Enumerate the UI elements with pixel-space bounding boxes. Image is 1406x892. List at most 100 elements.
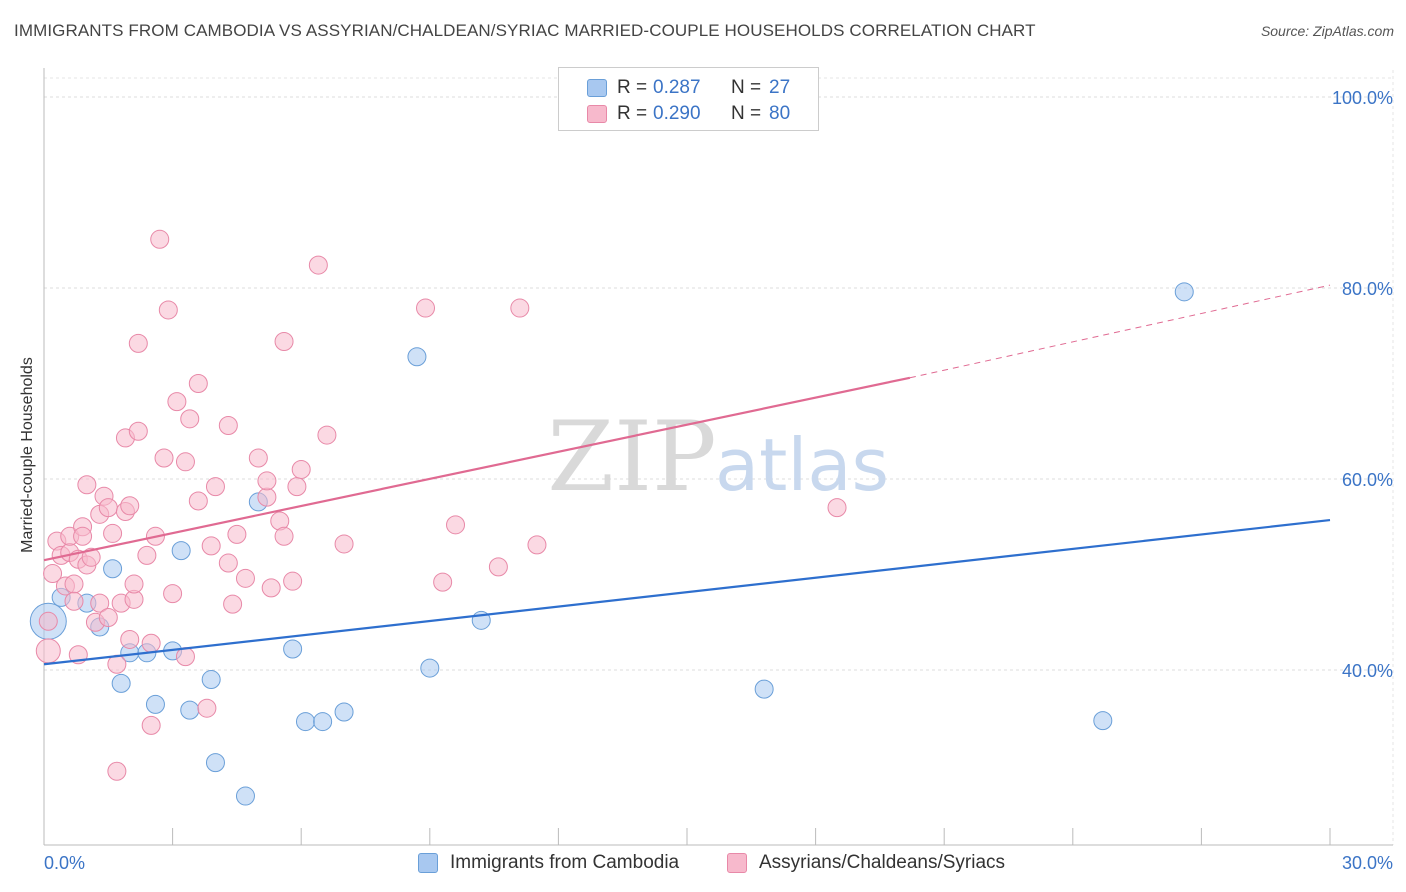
point-assyrian [248, 448, 268, 468]
point-cambodia [1093, 711, 1113, 731]
point-assyrian [64, 591, 84, 611]
trend-line-dashed-assyrian [909, 284, 1331, 379]
legend-n-label: N = [731, 77, 762, 98]
watermark-zip: ZIP [547, 401, 716, 513]
point-assyrian [218, 416, 238, 436]
point-assyrian [510, 298, 530, 318]
source-label: Source: ZipAtlas.com [1260, 23, 1394, 39]
trend-lines [43, 284, 1331, 666]
point-assyrian [73, 526, 93, 546]
point-assyrian [107, 761, 127, 781]
point-assyrian [90, 593, 110, 613]
point-assyrian [446, 515, 466, 535]
point-cambodia [171, 541, 191, 561]
point-assyrian [188, 491, 208, 511]
point-assyrian [180, 409, 200, 429]
y-tick-label: 60.0% [1342, 470, 1393, 490]
point-cambodia [283, 639, 303, 659]
trend-line-cambodia [43, 518, 1331, 666]
legend-r-label: R = [617, 103, 648, 124]
point-assyrian [283, 571, 303, 591]
point-assyrian [141, 633, 161, 653]
point-assyrian [98, 607, 118, 627]
point-assyrian [201, 536, 221, 556]
legend-r-value: 0.290 [653, 103, 701, 124]
stats-legend: R = 0.287 N = 27 R = 0.290 N = 80 [558, 67, 819, 131]
point-assyrian [107, 654, 127, 674]
watermark-atlas: atlas [715, 423, 889, 507]
y-tick-label: 40.0% [1342, 661, 1393, 681]
point-assyrian [227, 524, 247, 544]
point-assyrian [488, 557, 508, 577]
bottom-legend-label-assyrian: Assyrians/Chaldeans/Syriacs [759, 852, 1006, 873]
point-assyrian [158, 300, 178, 320]
point-assyrian [223, 594, 243, 614]
point-assyrian [150, 229, 170, 249]
point-assyrian [128, 421, 148, 441]
legend-swatch-assyrian [587, 105, 607, 123]
point-assyrian [103, 523, 123, 543]
tick-labels: 100.0% 80.0% 60.0% 40.0% 0.0% 30.0% [44, 88, 1393, 873]
point-assyrian [257, 487, 277, 507]
chart-title: IMMIGRANTS FROM CAMBODIA VS ASSYRIAN/CHA… [14, 21, 1036, 40]
legend-n-value: 80 [769, 103, 791, 124]
point-assyrian [274, 526, 294, 546]
point-cambodia [145, 694, 165, 714]
bottom-legend-swatch-assyrian [727, 853, 747, 873]
legend-swatch-cambodia [587, 79, 607, 97]
point-assyrian [827, 498, 847, 518]
point-assyrian [35, 638, 61, 664]
watermark: ZIP atlas [547, 401, 889, 513]
point-assyrian [287, 477, 307, 497]
point-assyrian [98, 498, 118, 518]
point-assyrian [218, 553, 238, 573]
point-assyrian [257, 471, 277, 491]
point-assyrian [167, 392, 187, 412]
data-points [29, 229, 1194, 806]
legend-r-value: 0.287 [653, 77, 701, 98]
point-assyrian [317, 425, 337, 445]
point-assyrian [137, 545, 157, 565]
x-tick-label: 0.0% [44, 853, 85, 873]
bottom-legend-swatch-cambodia [418, 853, 438, 873]
point-cambodia [180, 700, 200, 720]
point-assyrian [197, 698, 217, 718]
bottom-legend-label-cambodia: Immigrants from Cambodia [450, 852, 680, 873]
point-cambodia [295, 712, 315, 732]
point-assyrian [64, 574, 84, 594]
point-assyrian [235, 568, 255, 588]
legend-n-label: N = [731, 103, 762, 124]
point-assyrian [38, 611, 58, 631]
point-assyrian [261, 578, 281, 598]
point-cambodia [205, 753, 225, 773]
point-cambodia [754, 679, 774, 699]
point-assyrian [128, 333, 148, 353]
point-assyrian [77, 475, 97, 495]
point-cambodia [407, 347, 427, 367]
point-cambodia [111, 673, 131, 693]
point-assyrian [205, 477, 225, 497]
point-assyrian [124, 574, 144, 594]
point-assyrian [163, 584, 183, 604]
point-assyrian [416, 298, 436, 318]
point-assyrian [188, 374, 208, 393]
point-assyrian [433, 572, 453, 592]
point-assyrian [81, 547, 101, 567]
point-assyrian [120, 629, 140, 649]
point-cambodia [235, 786, 255, 806]
point-cambodia [1174, 282, 1194, 302]
point-cambodia [313, 712, 333, 732]
point-assyrian [308, 255, 328, 275]
point-cambodia [420, 658, 440, 678]
x-tick-label: 30.0% [1342, 853, 1393, 873]
point-cambodia [201, 670, 221, 690]
point-assyrian [334, 534, 354, 554]
legend-r-label: R = [617, 77, 648, 98]
point-assyrian [141, 715, 161, 735]
point-assyrian [154, 448, 174, 468]
point-assyrian [120, 496, 140, 516]
legend-n-value: 27 [769, 77, 791, 98]
point-assyrian [291, 459, 311, 479]
point-assyrian [527, 535, 547, 555]
y-tick-label: 100.0% [1332, 88, 1393, 108]
